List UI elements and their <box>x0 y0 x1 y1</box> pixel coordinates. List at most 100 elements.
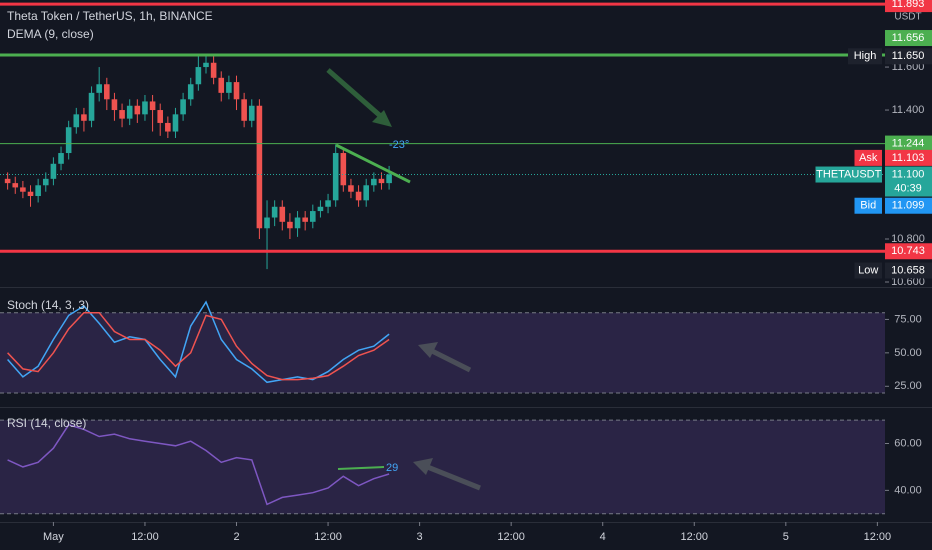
candle-body <box>50 163 57 179</box>
arrow-head <box>413 458 433 475</box>
x-tick-label: 12:00 <box>681 531 709 543</box>
candle-body <box>317 206 324 212</box>
price-label: 11.099 <box>892 200 925 212</box>
candle-body <box>180 99 186 115</box>
marker-name: High <box>854 50 877 62</box>
candle-body <box>157 110 164 123</box>
band-fill <box>0 312 885 393</box>
y-tick-label: 60.00 <box>894 437 922 449</box>
price-label: 11.100 <box>892 168 925 180</box>
x-tick-label: 2 <box>233 531 239 543</box>
candle-body <box>218 77 225 93</box>
candle-body <box>325 200 331 207</box>
y-tick-label: 40.00 <box>894 484 922 496</box>
candle-body <box>35 185 41 197</box>
candle-body <box>378 178 385 184</box>
price-label: 11.893 <box>892 0 925 10</box>
candle-body <box>149 101 156 111</box>
marker-name-box <box>854 197 882 214</box>
price-label-box <box>885 135 932 152</box>
indicator-title: RSI (14, close) <box>7 416 86 430</box>
x-tick-label: 5 <box>783 531 789 543</box>
y-tick-label: 75.00 <box>894 313 922 325</box>
candle-body <box>12 183 19 188</box>
marker-name: Ask <box>859 152 878 164</box>
candle-body <box>287 221 293 229</box>
arrow <box>326 68 387 122</box>
candle-body <box>203 62 209 68</box>
candle-body <box>20 187 26 192</box>
x-tick-label: 3 <box>417 531 423 543</box>
price-label-box <box>885 243 932 260</box>
price-label-box <box>885 0 932 13</box>
candle-body <box>73 114 80 128</box>
angle-label: 29 <box>386 462 398 474</box>
candle-body <box>248 105 255 121</box>
trend-line <box>337 466 385 470</box>
candle-body <box>126 105 133 119</box>
candle-body <box>111 99 118 111</box>
angle-label: -23° <box>389 139 409 151</box>
price-label: 11.103 <box>892 152 925 164</box>
candle-body <box>58 153 64 164</box>
x-tick-label: 4 <box>600 531 606 543</box>
marker-name-box <box>815 166 882 183</box>
candle-body <box>119 110 125 119</box>
candle-body <box>332 153 339 201</box>
band-fill <box>0 420 885 514</box>
price-label: 11.650 <box>892 50 925 62</box>
series-line <box>7 300 390 384</box>
candle-body <box>233 82 240 100</box>
arrow <box>424 463 481 491</box>
x-tick-label: 12:00 <box>131 531 159 543</box>
y-tick-label: 11.400 <box>892 104 925 116</box>
price-label: 10.658 <box>891 264 925 276</box>
price-label-box <box>885 262 932 279</box>
candle-body <box>271 206 278 218</box>
candle-body <box>88 92 95 121</box>
price-label: 11.244 <box>892 137 925 149</box>
candle-body <box>386 174 392 184</box>
candle-body <box>172 114 179 132</box>
y-tick-label: 10.800 <box>891 233 925 245</box>
candle-body <box>363 185 370 201</box>
price-label: 10.743 <box>891 245 925 257</box>
price-label-box <box>885 197 932 214</box>
x-tick-label: 12:00 <box>497 531 525 543</box>
arrow-head <box>372 110 392 127</box>
candle-body <box>226 82 232 93</box>
y-tick-label: 50.00 <box>894 347 922 359</box>
arrow <box>428 347 472 373</box>
y-tick-label: 10.600 <box>891 276 925 288</box>
arrow-head <box>418 342 438 358</box>
price-label-box <box>885 166 932 197</box>
candle-body <box>187 84 194 100</box>
candle-body <box>165 122 171 132</box>
x-tick-label: May <box>43 531 64 543</box>
candle-body <box>195 67 202 85</box>
marker-name: Low <box>858 264 878 276</box>
indicator-title: Stoch (14, 3, 3) <box>7 298 89 312</box>
candle-body <box>371 178 377 186</box>
series-line <box>7 423 390 506</box>
candle-body <box>142 101 148 115</box>
chart-title: Theta Token / TetherUS, 1h, BINANCE <box>7 9 213 23</box>
candle-body <box>310 211 316 222</box>
indicator-title: DEMA (9, close) <box>7 27 94 41</box>
price-label-box <box>885 30 932 47</box>
trend-line <box>335 143 411 184</box>
candle-body <box>65 127 72 154</box>
marker-name-box <box>848 48 882 65</box>
candle-body <box>27 191 34 197</box>
candle-body <box>302 217 308 222</box>
candle-body <box>81 114 87 121</box>
candle-body <box>340 153 347 186</box>
price-label-box <box>885 48 932 65</box>
candle-body <box>96 84 102 93</box>
y-tick-label: 25.00 <box>894 380 922 392</box>
marker-name: THETAUSDT <box>816 168 881 180</box>
unit-label: USDT <box>894 12 921 23</box>
